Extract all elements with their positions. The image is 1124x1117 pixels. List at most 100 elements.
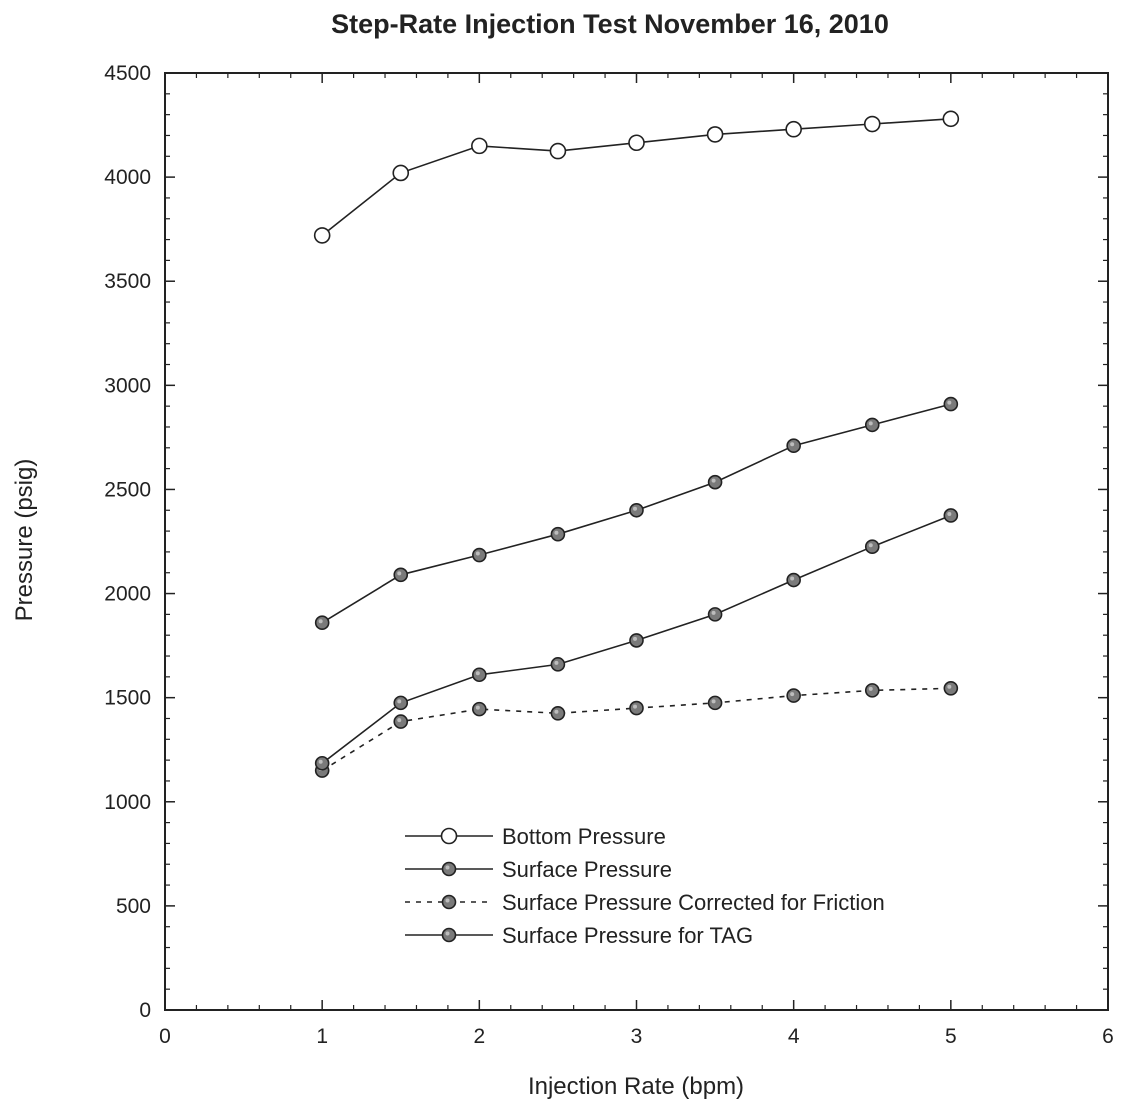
- x-tick-label: 6: [1102, 1025, 1114, 1048]
- data-point: [786, 572, 801, 588]
- marker-fill: [786, 438, 801, 454]
- data-point: [392, 164, 410, 182]
- legend-label: Bottom Pressure: [502, 824, 666, 849]
- legend-label: Surface Pressure: [502, 857, 672, 882]
- marker-fill: [943, 396, 959, 412]
- series-3: [314, 508, 959, 771]
- series-layer: [313, 110, 960, 778]
- data-point: [393, 567, 409, 583]
- data-point: [629, 502, 644, 518]
- marker-fill: [864, 683, 880, 698]
- legend-label: Surface Pressure for TAG: [502, 923, 753, 948]
- data-point: [707, 695, 723, 711]
- marker-fill: [472, 667, 487, 683]
- x-tick-label: 1: [316, 1025, 328, 1048]
- marker-fill: [472, 547, 487, 563]
- marker-highlight: [397, 699, 402, 704]
- marker-highlight: [711, 478, 716, 483]
- marker-fill: [629, 502, 644, 518]
- marker-highlight: [554, 660, 559, 665]
- marker-fill: [629, 633, 644, 648]
- data-point: [629, 700, 644, 716]
- y-axis-title: Pressure (psig): [11, 459, 38, 622]
- data-point: [863, 115, 881, 133]
- marker-highlight: [633, 704, 637, 709]
- marker-highlight: [554, 530, 559, 535]
- marker-fill: [550, 526, 566, 542]
- data-point: [943, 680, 959, 696]
- marker-highlight: [397, 571, 402, 576]
- marker-highlight: [633, 636, 637, 641]
- data-point: [864, 539, 880, 555]
- marker-fill: [864, 417, 880, 433]
- marker-fill: [393, 567, 409, 583]
- marker-highlight: [868, 543, 873, 548]
- marker-fill: [786, 688, 801, 703]
- axis-ticks: 0 1 2 3 4 5 6 0 500 1000 1500 2000 2500 3000 3500 4000 4…: [104, 62, 1114, 1048]
- marker-highlight: [947, 684, 952, 689]
- marker-fill: [707, 607, 723, 622]
- marker-fill: [943, 680, 959, 696]
- marker-fill: [393, 695, 409, 711]
- data-point: [707, 474, 723, 490]
- x-tick-label: 0: [159, 1025, 171, 1048]
- y-tick-label: 1500: [104, 687, 151, 710]
- marker-fill: [629, 700, 644, 716]
- marker-highlight: [475, 705, 480, 710]
- data-point: [393, 695, 409, 711]
- marker-highlight: [475, 551, 480, 556]
- marker-fill: [472, 701, 487, 717]
- data-point: [943, 396, 959, 412]
- data-point: [471, 137, 488, 155]
- marker-fill: [864, 539, 880, 555]
- y-tick-label: 2500: [104, 478, 151, 501]
- x-tick-label: 3: [631, 1025, 643, 1048]
- legend-item: Surface Pressure for TAG: [405, 923, 753, 948]
- legend-marker: [441, 927, 457, 943]
- marker-highlight: [475, 671, 480, 676]
- legend-label: Surface Pressure Corrected for Friction: [502, 890, 885, 915]
- y-tick-label: 4000: [104, 166, 151, 189]
- x-axis-title: Injection Rate (bpm): [528, 1073, 744, 1100]
- marker-fill: [943, 508, 959, 523]
- chart-title: Step-Rate Injection Test November 16, 20…: [331, 9, 889, 39]
- data-point: [864, 683, 880, 698]
- data-point: [314, 755, 330, 771]
- marker-highlight: [947, 400, 952, 405]
- marker-highlight: [711, 699, 716, 704]
- marker-fill: [314, 615, 330, 631]
- marker-highlight: [790, 442, 795, 447]
- data-point: [472, 547, 487, 563]
- series-2: [314, 680, 959, 778]
- data-point: [706, 126, 724, 143]
- marker-fill: [441, 927, 457, 943]
- y-tick-label: 3500: [104, 270, 151, 293]
- data-point: [786, 438, 801, 454]
- data-point: [549, 142, 567, 160]
- marker-fill: [707, 695, 723, 711]
- x-tick-label: 2: [473, 1025, 485, 1048]
- y-tick-label: 1000: [104, 791, 151, 814]
- data-point: [393, 714, 409, 729]
- marker-fill: [314, 755, 330, 771]
- marker-highlight: [633, 506, 637, 511]
- series-line: [321, 687, 951, 772]
- data-point: [942, 110, 960, 128]
- data-point: [313, 227, 331, 244]
- marker-highlight: [397, 718, 402, 723]
- marker-highlight: [318, 619, 323, 624]
- data-point: [707, 607, 723, 622]
- data-point: [943, 508, 959, 523]
- marker-fill: [786, 572, 801, 588]
- x-tick-label: 4: [788, 1025, 800, 1048]
- data-point: [472, 701, 487, 717]
- data-point: [314, 615, 330, 631]
- marker-highlight: [711, 610, 716, 615]
- marker-highlight: [868, 686, 873, 691]
- legend-marker: [441, 861, 457, 877]
- marker-highlight: [790, 692, 795, 697]
- legend-item: Bottom Pressure: [405, 824, 666, 849]
- marker-highlight: [445, 931, 450, 936]
